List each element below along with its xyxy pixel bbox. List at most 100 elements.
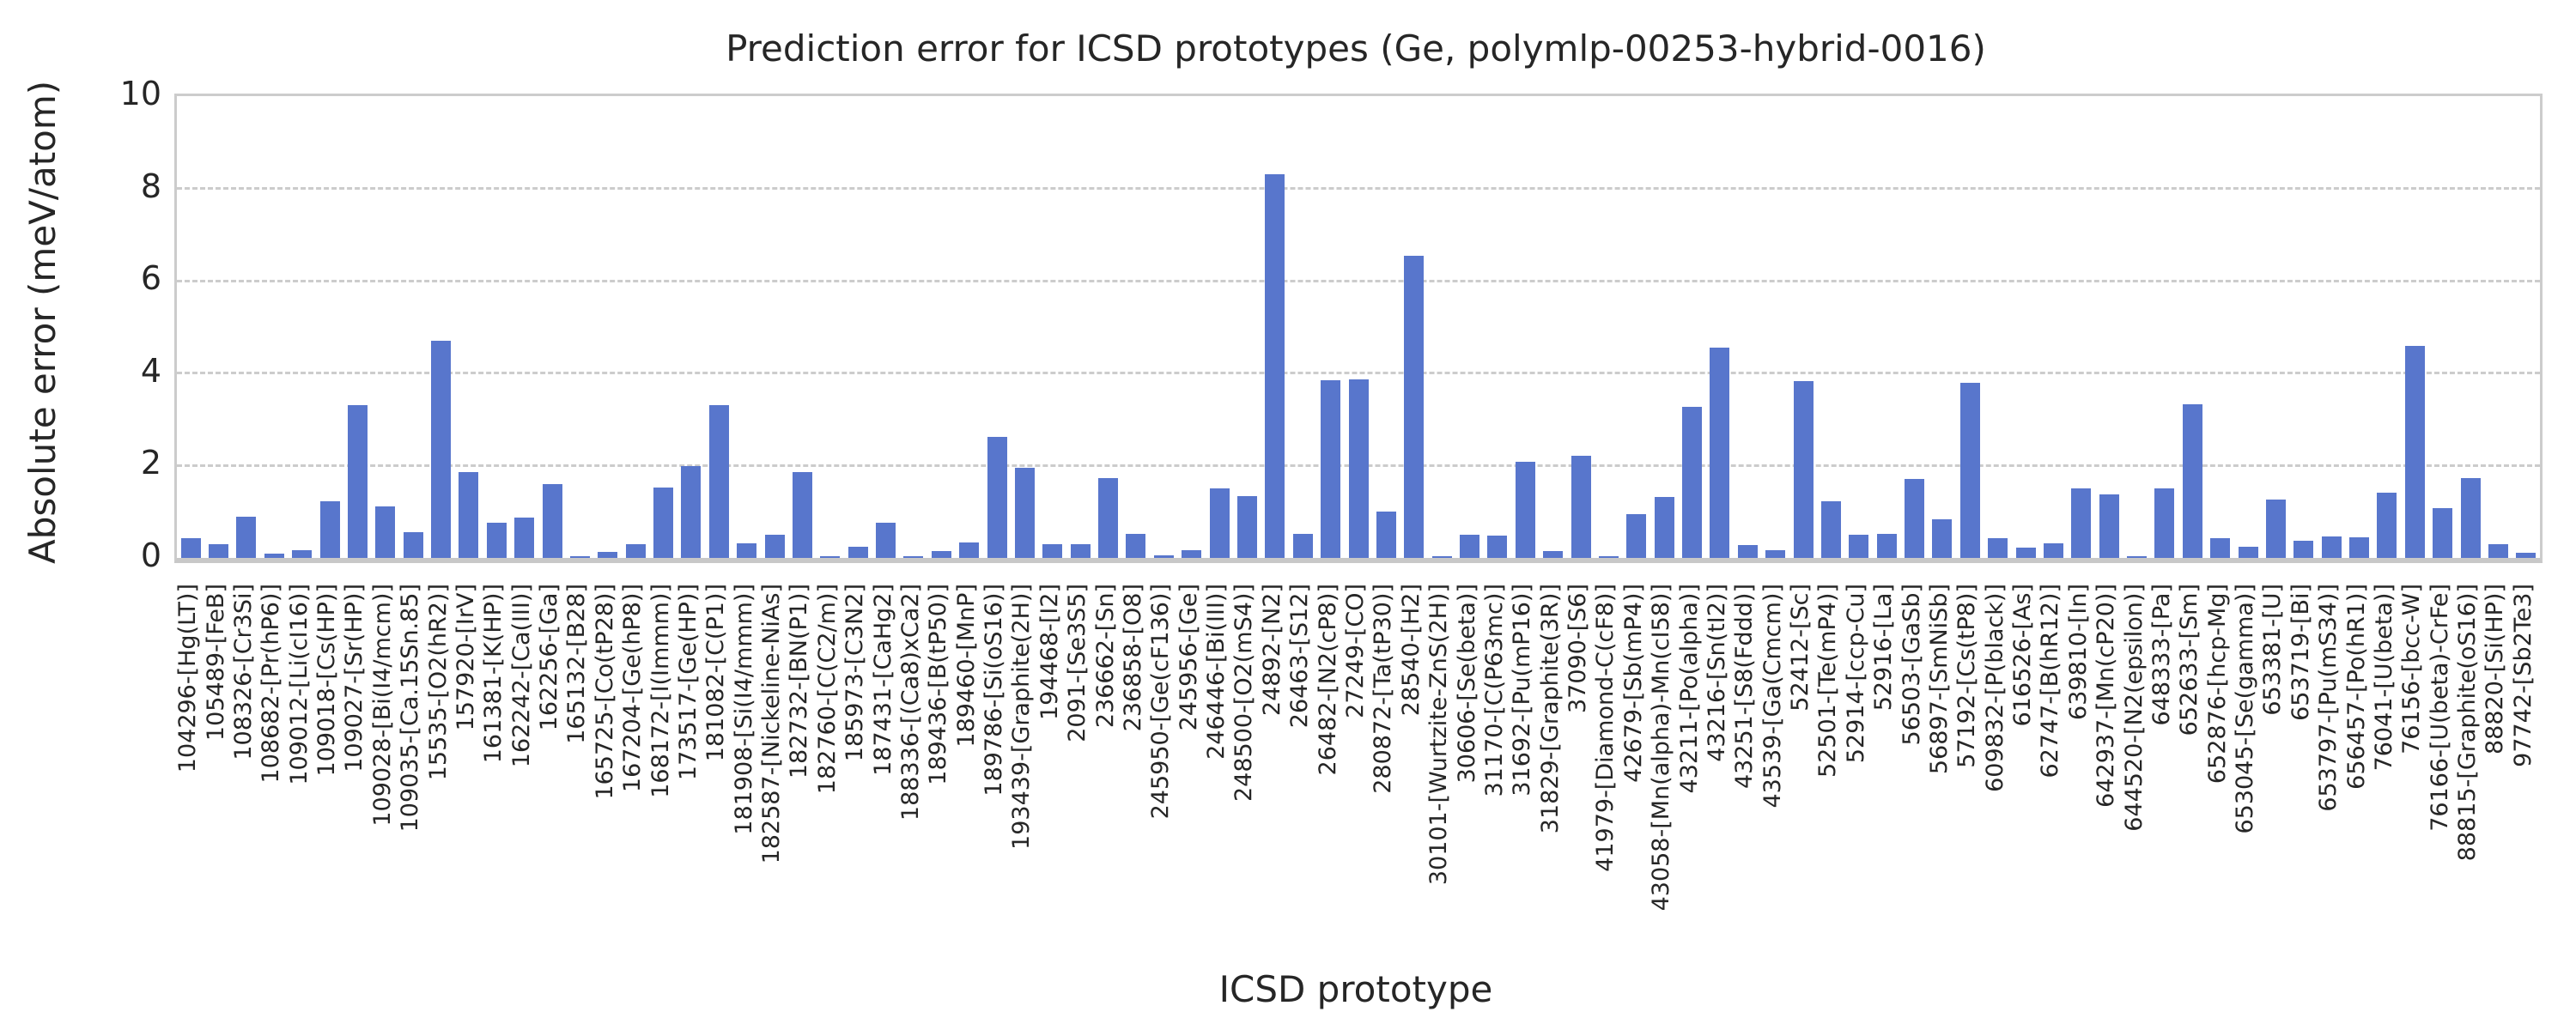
x-tick-label: 43539-[Ga(Cmcm)] bbox=[1759, 584, 1786, 809]
x-tick-label: 173517-[Ge(HP)] bbox=[674, 584, 702, 781]
x-tick-label: 56897-[SmNiSb] bbox=[1925, 584, 1953, 775]
x-tick-label: 162242-[Ca(III)] bbox=[507, 584, 535, 768]
x-tick-label: 88815-[Graphite(oS16)] bbox=[2454, 584, 2482, 862]
x-tick-label: 43251-[S8(Fddd)] bbox=[1731, 584, 1759, 790]
bar bbox=[848, 546, 868, 558]
x-tick-label: 108682-[Pr(hP6)] bbox=[258, 584, 285, 784]
y-tick-label: 10 bbox=[119, 75, 161, 112]
bar bbox=[931, 551, 951, 558]
x-tick-label: 109012-[Li(cI16)] bbox=[285, 584, 313, 785]
x-tick-label: 185973-[C3N2] bbox=[841, 584, 869, 762]
x-tick-label: 248500-[O2(mS4)] bbox=[1230, 584, 1258, 802]
bar bbox=[708, 405, 729, 558]
x-tick-label: 609832-[P(black)] bbox=[1981, 584, 2008, 792]
x-tick-label: 57192-[Cs(tP8)] bbox=[1953, 584, 1981, 768]
bar bbox=[1098, 478, 1119, 558]
x-tick-label: 31829-[Graphite(3R)] bbox=[1536, 584, 1564, 834]
bar bbox=[1932, 519, 1953, 558]
y-tick-label: 2 bbox=[140, 444, 161, 482]
bar bbox=[1153, 555, 1174, 558]
x-tick-label: 656457-[Po(hR1)] bbox=[2342, 584, 2370, 790]
bar bbox=[959, 542, 980, 558]
bar bbox=[598, 552, 618, 558]
bar bbox=[1070, 544, 1091, 558]
x-tick-label: 108326-[Cr3Si] bbox=[229, 584, 257, 760]
bar bbox=[2349, 536, 2370, 558]
bar bbox=[264, 553, 284, 558]
x-tick-label: 642937-[Mn(cP20)] bbox=[2093, 584, 2120, 808]
x-tick-label: 109028-[Bi(I4/mcm)] bbox=[368, 584, 396, 827]
x-tick-label: 43058-[Mn(alpha)-Mn(cI58)] bbox=[1648, 584, 1675, 912]
x-tick-label: 76166-[U(beta)-CrFe] bbox=[2426, 584, 2453, 832]
x-tick-label: 30606-[Se(beta)] bbox=[1453, 584, 1480, 784]
x-tick-label: 194468-[I2] bbox=[1036, 584, 1063, 721]
bar bbox=[180, 538, 201, 558]
bar bbox=[1265, 174, 1285, 558]
bar bbox=[1042, 544, 1063, 558]
bar bbox=[2043, 543, 2063, 558]
bar bbox=[431, 341, 452, 558]
bar bbox=[319, 500, 340, 558]
bar bbox=[1905, 479, 1925, 558]
x-tick-label: 31692-[Pu(mP16)] bbox=[1509, 584, 1536, 797]
x-tick-label: 2091-[Se3S5] bbox=[1064, 584, 1091, 742]
x-tick-label: 76156-[bcc-W] bbox=[2398, 584, 2426, 754]
y-tick-label: 4 bbox=[140, 351, 161, 390]
x-tick-label: 187431-[CaHg2] bbox=[869, 584, 896, 776]
x-tick-label: 88820-[Si(HP)] bbox=[2482, 584, 2509, 754]
bar bbox=[1431, 555, 1452, 558]
bar bbox=[403, 532, 423, 558]
x-tick-label: 245956-[Ge] bbox=[1175, 584, 1202, 731]
bar bbox=[1571, 455, 1591, 558]
bar bbox=[486, 522, 507, 558]
x-tick-label: 41979-[Diamond-C(cF8)] bbox=[1592, 584, 1619, 872]
bar bbox=[820, 556, 841, 558]
bar bbox=[876, 522, 896, 558]
bar bbox=[1849, 534, 1869, 558]
bar bbox=[1292, 533, 1313, 558]
bar bbox=[1737, 544, 1758, 558]
bar bbox=[1209, 488, 1230, 558]
x-tick-label: 52501-[Te(mP4)] bbox=[1814, 584, 1842, 779]
bar bbox=[1765, 549, 1786, 558]
bar bbox=[2321, 536, 2342, 558]
x-tick-label: 76041-[U(beta)] bbox=[2370, 584, 2397, 772]
x-tick-label: 181082-[C(P1)] bbox=[702, 584, 730, 762]
bar bbox=[1959, 382, 1980, 558]
bar bbox=[2433, 507, 2453, 558]
bar bbox=[1876, 533, 1897, 558]
bar bbox=[2071, 488, 2092, 558]
bar bbox=[1376, 511, 1396, 558]
bar bbox=[2154, 488, 2175, 558]
x-tick-label: 52916-[La] bbox=[1870, 584, 1898, 712]
x-tick-label: 652876-[hcp-Mg] bbox=[2203, 584, 2231, 785]
bar bbox=[514, 518, 535, 558]
x-tick-label: 245950-[Ge(cF136)] bbox=[1147, 584, 1175, 820]
bar bbox=[292, 549, 313, 558]
x-tick-label: 189460-[MnP] bbox=[952, 584, 980, 748]
chart-title: Prediction error for ICSD prototypes (Ge… bbox=[726, 27, 1986, 70]
bar bbox=[2377, 493, 2397, 558]
x-tick-label: 188336-[(Ca8)xCa2] bbox=[896, 584, 924, 821]
bar bbox=[375, 506, 396, 558]
y-tick-label: 6 bbox=[140, 259, 161, 298]
bar bbox=[1321, 380, 1341, 558]
x-tick-label: 189786-[Si(oS16)] bbox=[981, 584, 1008, 797]
bar bbox=[2182, 403, 2202, 558]
bar bbox=[1598, 556, 1619, 558]
x-tick-label: 616526-[As] bbox=[2009, 584, 2037, 727]
y-axis-label: Absolute error (meV/atom) bbox=[21, 80, 64, 564]
bar bbox=[459, 471, 479, 558]
x-tick-label: 24892-[N2] bbox=[1258, 584, 1285, 717]
x-tick-label: 109035-[Ca.15Sn.85] bbox=[397, 584, 424, 833]
x-tick-label: 26463-[S12] bbox=[1286, 584, 1314, 729]
bar bbox=[1515, 461, 1535, 558]
x-tick-label: 43211-[Po(alpha)] bbox=[1675, 584, 1703, 794]
x-tick-label: 109018-[Cs(HP)] bbox=[313, 584, 341, 777]
bar bbox=[681, 466, 702, 558]
bar bbox=[2127, 556, 2148, 558]
bar bbox=[1654, 496, 1674, 558]
x-tick-label: 653381-[U] bbox=[2259, 584, 2287, 716]
x-tick-label: 43216-[Sn(tI2)] bbox=[1703, 584, 1730, 762]
